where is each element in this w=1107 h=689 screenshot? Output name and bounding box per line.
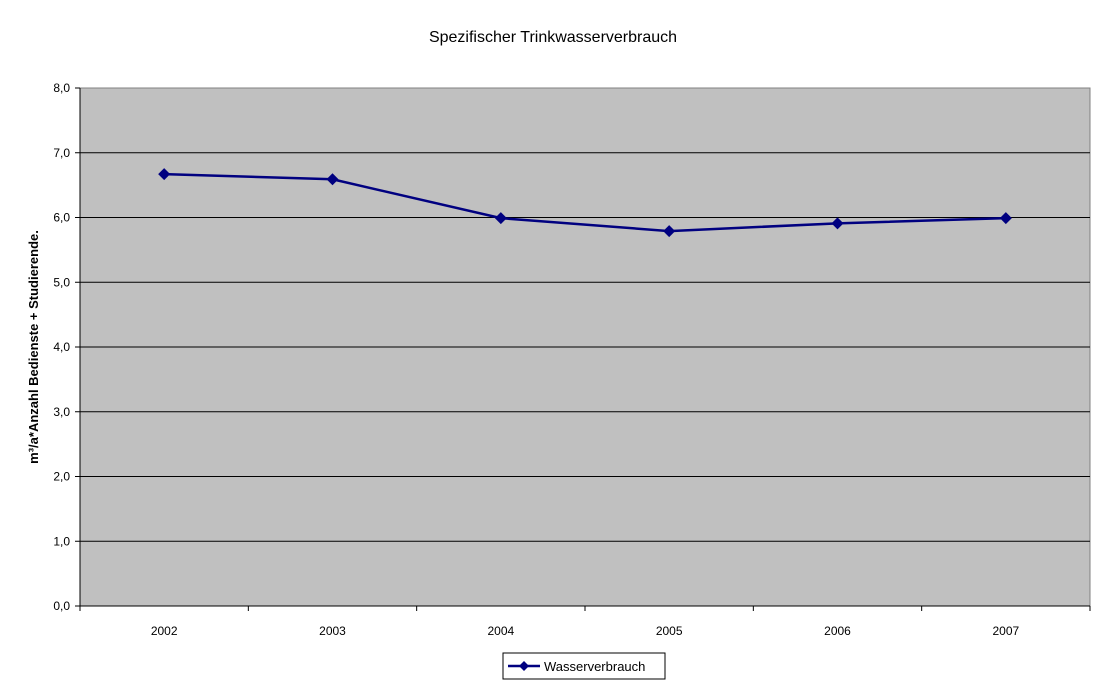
x-tick-label: 2007 xyxy=(992,624,1019,638)
y-tick-label: 4,0 xyxy=(53,340,70,354)
y-tick-label: 5,0 xyxy=(53,275,70,289)
axes: 0,0 1,0 2,0 3,0 4,0 5,0 6,0 7,0 8,0 2002 2003 2004 2… xyxy=(53,81,1091,638)
y-tick-label: 7,0 xyxy=(53,146,70,160)
x-tick-label: 2005 xyxy=(656,624,683,638)
y-tick-label: 0,0 xyxy=(53,599,70,613)
x-tick-label: 2006 xyxy=(824,624,851,638)
data-point-marker xyxy=(158,168,171,181)
legend-marker xyxy=(519,661,529,671)
y-tick-label: 8,0 xyxy=(53,81,70,95)
data-point-marker xyxy=(663,225,676,238)
data-point-marker xyxy=(326,173,339,186)
y-tick-label: 6,0 xyxy=(53,211,70,225)
series-wasserverbrauch xyxy=(158,168,1012,238)
legend: Wasserverbrauch xyxy=(502,652,666,680)
data-point-marker xyxy=(831,217,844,230)
y-tick-label: 3,0 xyxy=(53,405,70,419)
x-tick-label: 2004 xyxy=(487,624,514,638)
gridlines xyxy=(80,152,1090,542)
x-tick-label: 2003 xyxy=(319,624,346,638)
y-tick-label: 2,0 xyxy=(53,470,70,484)
chart-title: Spezifischer Trinkwasserverbrauch xyxy=(429,29,677,46)
data-point-marker xyxy=(494,212,507,225)
y-axis-title: m³/a*Anzahl Bedienste + Studierende. xyxy=(26,230,41,464)
y-tick-label: 1,0 xyxy=(53,534,70,548)
legend-label: Wasserverbrauch xyxy=(544,659,645,674)
data-point-marker xyxy=(999,212,1012,225)
x-tick-label: 2002 xyxy=(151,624,178,638)
series-line xyxy=(164,172,1006,233)
